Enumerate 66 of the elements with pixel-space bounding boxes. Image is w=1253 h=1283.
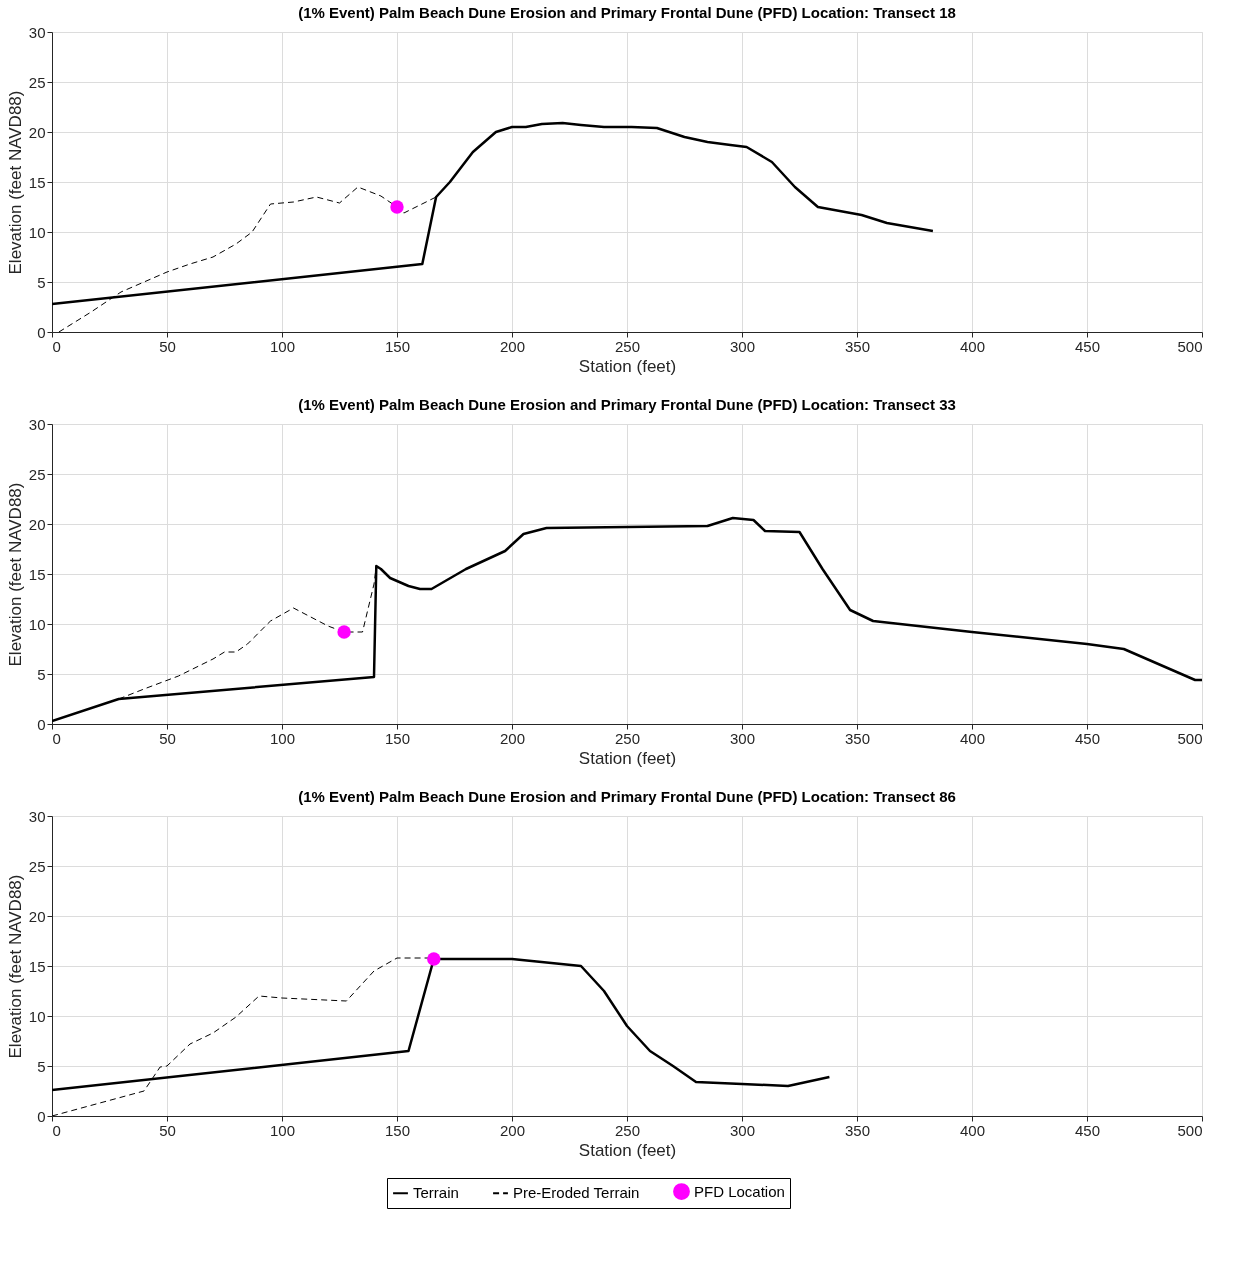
x-tick-label: 0 bbox=[52, 337, 61, 355]
y-tick-label: 20 bbox=[28, 123, 46, 141]
x-tick-label: 450 bbox=[1074, 337, 1101, 355]
x-tick-label: 400 bbox=[959, 729, 986, 747]
x-tick-label: 50 bbox=[159, 337, 176, 355]
x-tick-label: 150 bbox=[384, 1121, 411, 1139]
x-tick-label: 150 bbox=[384, 337, 411, 355]
x-tick-label: 200 bbox=[499, 1121, 526, 1139]
x-tick-label: 450 bbox=[1074, 729, 1101, 747]
y-tick-label: 5 bbox=[37, 1057, 46, 1075]
x-tick-label: 50 bbox=[159, 729, 176, 747]
y-tick-label: 10 bbox=[28, 1007, 46, 1025]
x-tick-label: 200 bbox=[499, 729, 526, 747]
x-tick-label: 400 bbox=[959, 337, 986, 355]
y-tick-label: 30 bbox=[28, 23, 46, 41]
y-tick-label: 30 bbox=[28, 415, 46, 433]
x-axis-title: Station (feet) bbox=[578, 748, 677, 768]
x-tick-label: 350 bbox=[844, 337, 871, 355]
y-tick-label: 5 bbox=[37, 273, 46, 291]
chart-title: (1% Event) Palm Beach Dune Erosion and Primary Frontal Dune (PFD) Location: Transect 18 bbox=[298, 4, 956, 21]
y-axis-title: Elevation (feet NAVD88) bbox=[5, 874, 25, 1059]
y-tick-label: 0 bbox=[37, 323, 46, 341]
x-tick-label: 250 bbox=[614, 337, 641, 355]
x-tick-label: 500 bbox=[1177, 729, 1203, 747]
y-tick-label: 15 bbox=[28, 957, 46, 975]
legend-label: Pre-Eroded Terrain bbox=[513, 1184, 640, 1202]
y-tick-label: 25 bbox=[28, 465, 46, 483]
x-tick-label: 250 bbox=[614, 1121, 641, 1139]
y-tick-label: 10 bbox=[28, 615, 46, 633]
x-tick-label: 150 bbox=[384, 729, 411, 747]
x-tick-label: 400 bbox=[959, 1121, 986, 1139]
y-tick-label: 25 bbox=[28, 857, 46, 875]
x-tick-label: 200 bbox=[499, 337, 526, 355]
legend-label: PFD Location bbox=[694, 1182, 785, 1200]
x-tick-label: 100 bbox=[269, 729, 296, 747]
x-tick-label: 300 bbox=[729, 1121, 756, 1139]
x-tick-label: 250 bbox=[614, 729, 641, 747]
y-tick-label: 20 bbox=[28, 907, 46, 925]
x-tick-label: 50 bbox=[159, 1121, 176, 1139]
x-tick-label: 500 bbox=[1177, 337, 1203, 355]
x-tick-label: 450 bbox=[1074, 1121, 1101, 1139]
y-tick-label: 20 bbox=[28, 515, 46, 533]
x-tick-label: 100 bbox=[269, 1121, 296, 1139]
chart-title: (1% Event) Palm Beach Dune Erosion and Primary Frontal Dune (PFD) Location: Transect 86 bbox=[298, 788, 956, 805]
y-tick-label: 10 bbox=[28, 223, 46, 241]
x-tick-label: 350 bbox=[844, 1121, 871, 1139]
x-tick-label: 100 bbox=[269, 337, 296, 355]
x-axis-title: Station (feet) bbox=[578, 356, 677, 376]
y-tick-label: 25 bbox=[28, 73, 46, 91]
y-tick-label: 15 bbox=[28, 173, 46, 191]
x-tick-label: 300 bbox=[729, 729, 756, 747]
y-tick-label: 15 bbox=[28, 565, 46, 583]
y-axis-title: Elevation (feet NAVD88) bbox=[5, 90, 25, 275]
x-axis-title: Station (feet) bbox=[578, 1140, 677, 1160]
x-tick-label: 0 bbox=[52, 1121, 61, 1139]
x-tick-label: 350 bbox=[844, 729, 871, 747]
x-tick-label: 500 bbox=[1177, 1121, 1203, 1139]
x-tick-label: 300 bbox=[729, 337, 756, 355]
y-tick-label: 0 bbox=[37, 715, 46, 733]
y-axis-title: Elevation (feet NAVD88) bbox=[5, 482, 25, 667]
y-tick-label: 30 bbox=[28, 807, 46, 825]
y-tick-label: 0 bbox=[37, 1107, 46, 1125]
legend-label: Terrain bbox=[413, 1184, 459, 1202]
chart-title: (1% Event) Palm Beach Dune Erosion and Primary Frontal Dune (PFD) Location: Transect 33 bbox=[298, 396, 956, 413]
y-tick-label: 5 bbox=[37, 665, 46, 683]
x-tick-label: 0 bbox=[52, 729, 61, 747]
